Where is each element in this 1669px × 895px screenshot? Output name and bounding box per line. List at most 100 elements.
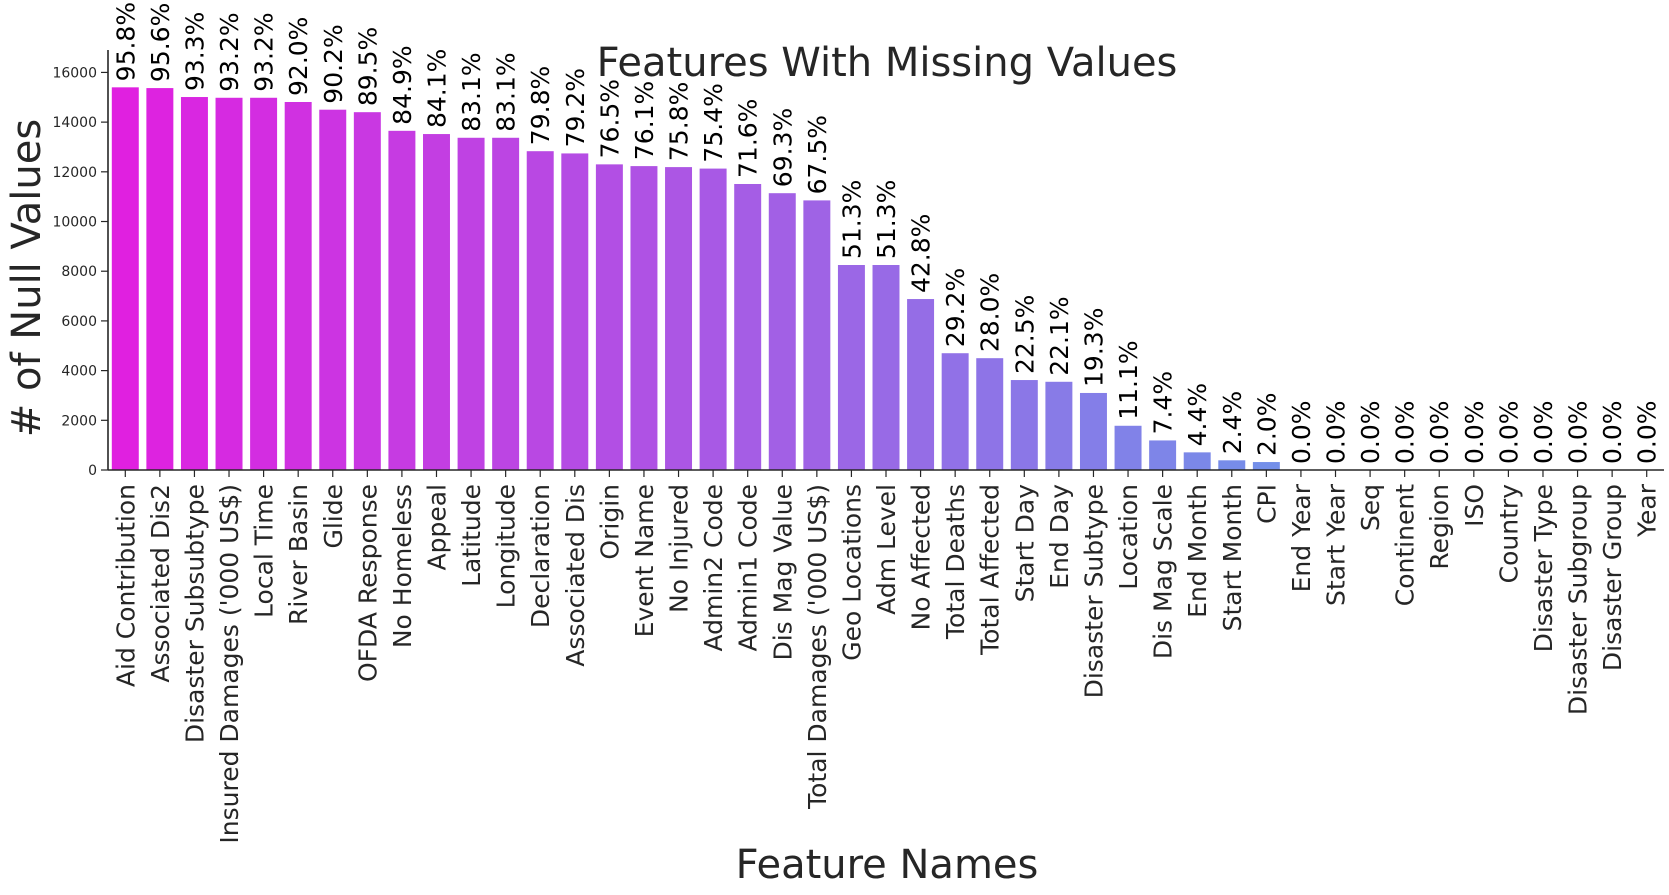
bar [250, 97, 278, 470]
data-label: 2.4% [1218, 391, 1247, 455]
x-tick-label: Appeal [422, 484, 451, 571]
x-tick-label: Dis Mag Scale [1149, 484, 1178, 659]
data-label: 90.2% [319, 24, 348, 103]
bar [976, 358, 1004, 470]
bar [492, 137, 520, 470]
x-tick-label: Event Name [630, 484, 659, 637]
bar [1079, 392, 1107, 470]
bar [734, 183, 762, 470]
data-label: 11.1% [1114, 340, 1143, 419]
x-tick-label: Glide [319, 484, 348, 549]
data-label: 0.0% [1356, 400, 1385, 464]
data-label: 42.8% [907, 214, 936, 293]
x-tick-label: No Affected [907, 484, 936, 630]
data-label: 2.0% [1252, 393, 1281, 457]
data-label: 79.8% [526, 66, 555, 145]
data-label: 0.0% [1598, 400, 1627, 464]
data-label: 89.5% [353, 27, 382, 106]
x-tick-label: Total Affected [976, 484, 1005, 656]
x-tick-label: Declaration [526, 484, 555, 628]
x-tick-label: Origin [595, 484, 624, 560]
bar [423, 134, 450, 471]
y-tick-label: 0 [88, 463, 97, 479]
data-label: 71.6% [734, 99, 763, 178]
data-label: 0.0% [1529, 400, 1558, 464]
bar [561, 153, 589, 470]
data-label: 83.1% [457, 52, 486, 131]
bar [180, 97, 208, 471]
data-label: 0.0% [1425, 400, 1454, 464]
data-label: 0.0% [1391, 400, 1420, 464]
y-tick-label: 16000 [52, 65, 97, 81]
bar [1183, 452, 1211, 470]
y-tick-label: 14000 [52, 115, 97, 131]
x-tick-label: End Month [1183, 484, 1212, 618]
data-label: 95.6% [146, 3, 175, 82]
bar [353, 112, 381, 470]
x-tick-label: Continent [1391, 484, 1420, 606]
x-tick-label: No Homeless [388, 484, 417, 648]
x-tick-label: CPI [1252, 484, 1281, 524]
bar [872, 265, 900, 470]
y-tick-label: 4000 [61, 364, 97, 380]
x-tick-label: OFDA Response [353, 484, 382, 682]
x-tick-label: Admin2 Code [699, 484, 728, 652]
x-tick-label: Start Year [1322, 483, 1351, 606]
data-label: 0.0% [1564, 400, 1593, 464]
data-label: 19.3% [1079, 308, 1108, 387]
bar [595, 164, 623, 470]
data-label: 0.0% [1633, 400, 1662, 464]
y-tick-label: 12000 [52, 165, 97, 181]
x-tick-label: Disaster Subtype [1079, 484, 1108, 698]
x-tick-label: Insured Damages ('000 US$) [215, 484, 244, 844]
x-tick-label: River Basin [284, 484, 313, 625]
bar [665, 167, 693, 470]
bar [526, 151, 554, 470]
y-tick-label: 6000 [61, 314, 97, 330]
x-tick-label: Disaster Type [1529, 484, 1558, 652]
data-label: 93.2% [215, 12, 244, 91]
data-label: 76.5% [595, 79, 624, 158]
x-axis-title: Feature Names [736, 842, 1039, 888]
bar [1149, 440, 1177, 470]
data-label: 0.0% [1287, 400, 1316, 464]
data-label: 95.8% [111, 2, 140, 81]
x-tick-label: Latitude [457, 484, 486, 587]
x-axis: Aid Contribution Associated Dis2 Disaster … [108, 469, 1664, 844]
bar [699, 168, 727, 470]
bar [284, 101, 312, 470]
bar [1114, 425, 1142, 470]
data-label: 69.3% [768, 108, 797, 187]
data-label: 7.4% [1149, 371, 1178, 435]
x-tick-label: Disaster Subgroup [1564, 484, 1593, 715]
data-label: 83.1% [492, 52, 521, 131]
y-axis-title: # of Null Values [4, 119, 50, 437]
x-tick-label: Country [1494, 484, 1523, 584]
bar [215, 97, 243, 470]
x-tick-label: Disaster Group [1598, 484, 1627, 671]
chart-title: Features With Missing Values [597, 40, 1178, 86]
x-tick-label: Start Day [1010, 484, 1039, 603]
x-tick-label: Year [1633, 483, 1662, 538]
x-tick-label: End Year [1287, 483, 1316, 592]
bar [1252, 462, 1280, 470]
x-tick-label: Associated Dis [561, 484, 590, 667]
x-tick-label: No Injured [665, 484, 694, 613]
y-tick-label: 8000 [61, 264, 97, 280]
data-label: 93.2% [250, 12, 279, 91]
bar [457, 137, 485, 470]
data-label: 92.0% [284, 17, 313, 96]
y-tick-label: 10000 [52, 215, 97, 231]
x-tick-label: Total Deaths [941, 484, 970, 640]
bar [111, 87, 139, 470]
bar [1045, 381, 1073, 470]
x-tick-label: Seq [1356, 484, 1385, 531]
bar [630, 166, 658, 470]
bar [319, 109, 347, 471]
x-tick-label: Dis Mag Value [768, 484, 797, 661]
data-label: 84.1% [422, 49, 451, 128]
x-tick-label: Total Damages ('000 US$) [803, 484, 832, 810]
data-label: 67.5% [803, 115, 832, 194]
bar [388, 130, 416, 470]
data-labels-group: 95.8% 95.6% 93.3% 93.2% 93.2% 92.0% 90.2% 89.5%… [111, 2, 1661, 464]
